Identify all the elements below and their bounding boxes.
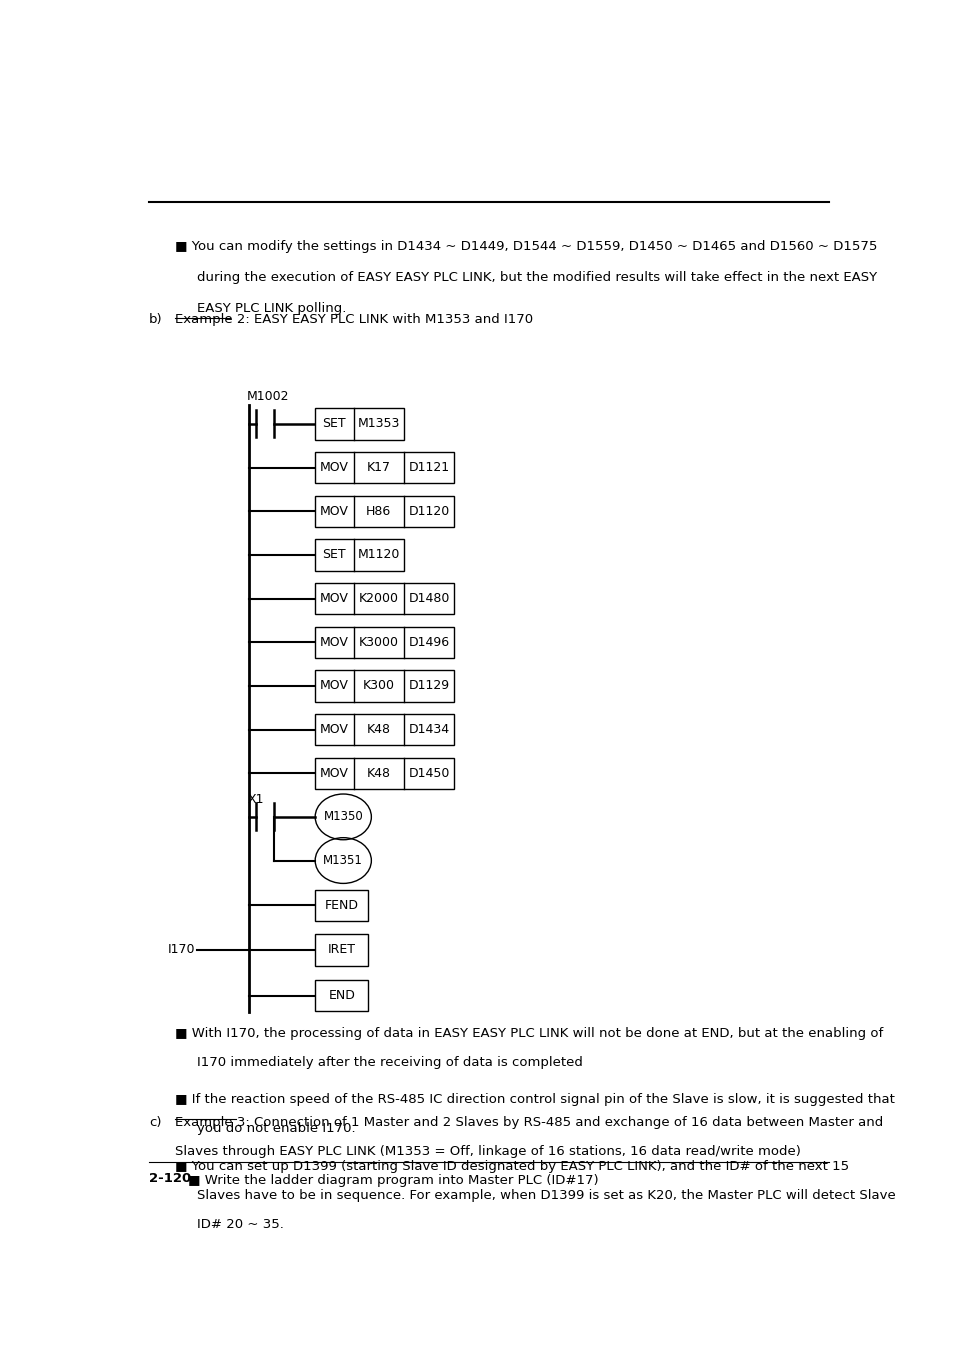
Text: MOV: MOV [319, 593, 349, 605]
Text: D1434: D1434 [408, 724, 449, 736]
Text: MOV: MOV [319, 679, 349, 693]
Bar [314, 890, 368, 921]
Text: D1450: D1450 [408, 767, 449, 780]
Text: 2-120: 2-120 [149, 1172, 191, 1185]
Text: D1121: D1121 [408, 462, 449, 474]
Text: MOV: MOV [319, 636, 349, 649]
Bar [314, 980, 368, 1011]
Bar [314, 408, 403, 440]
Text: ■ If the reaction speed of the RS-485 IC direction control signal pin of the Sla: ■ If the reaction speed of the RS-485 IC… [174, 1094, 894, 1107]
Text: I170: I170 [167, 944, 194, 956]
Bar [314, 934, 368, 965]
Text: I170 immediately after the receiving of data is completed: I170 immediately after the receiving of … [196, 1056, 582, 1069]
Text: SET: SET [322, 548, 346, 562]
Text: ■ Write the ladder diagram program into Master PLC (ID#17): ■ Write the ladder diagram program into … [188, 1174, 598, 1188]
Bar [314, 671, 454, 702]
Bar [314, 540, 403, 571]
Text: FEND: FEND [324, 899, 358, 911]
Bar [314, 626, 454, 657]
Text: ID# 20 ~ 35.: ID# 20 ~ 35. [196, 1218, 283, 1231]
Text: M1120: M1120 [357, 548, 399, 562]
Text: Slaves have to be in sequence. For example, when D1399 is set as K20, the Master: Slaves have to be in sequence. For examp… [196, 1189, 895, 1202]
Text: M1002: M1002 [247, 390, 290, 404]
Text: D1120: D1120 [408, 505, 449, 518]
Text: MOV: MOV [319, 767, 349, 780]
Text: EASY PLC LINK polling.: EASY PLC LINK polling. [196, 302, 346, 316]
Text: ■ You can modify the settings in D1434 ~ D1449, D1544 ~ D1559, D1450 ~ D1465 and: ■ You can modify the settings in D1434 ~… [174, 240, 876, 252]
Bar [314, 452, 454, 483]
Text: MOV: MOV [319, 505, 349, 518]
Text: K300: K300 [362, 679, 395, 693]
Text: END: END [328, 990, 355, 1002]
Text: Slaves through EASY PLC LINK (M1353 = Off, linkage of 16 stations, 16 data read/: Slaves through EASY PLC LINK (M1353 = Of… [174, 1145, 800, 1158]
Text: during the execution of EASY EASY PLC LINK, but the modified results will take e: during the execution of EASY EASY PLC LI… [196, 271, 876, 284]
Text: K2000: K2000 [358, 593, 398, 605]
Bar [314, 714, 454, 745]
Text: MOV: MOV [319, 724, 349, 736]
Text: Example 2: EASY EASY PLC LINK with M1353 and I170: Example 2: EASY EASY PLC LINK with M1353… [174, 313, 533, 325]
Text: K48: K48 [366, 724, 391, 736]
Bar [314, 495, 454, 526]
Text: MOV: MOV [319, 462, 349, 474]
Text: M1350: M1350 [323, 810, 363, 824]
Bar [314, 757, 454, 788]
Bar [314, 583, 454, 614]
Text: K3000: K3000 [358, 636, 398, 649]
Text: K48: K48 [366, 767, 391, 780]
Text: D1496: D1496 [408, 636, 449, 649]
Text: SET: SET [322, 417, 346, 431]
Text: b): b) [149, 313, 162, 325]
Text: you do not enable I170.: you do not enable I170. [196, 1122, 355, 1135]
Text: M1351: M1351 [323, 855, 363, 867]
Text: ■ With I170, the processing of data in EASY EASY PLC LINK will not be done at EN: ■ With I170, the processing of data in E… [174, 1027, 882, 1040]
Text: K17: K17 [366, 462, 391, 474]
Text: M1353: M1353 [357, 417, 399, 431]
Text: ■ You can set up D1399 (starting Slave ID designated by EASY PLC LINK), and the : ■ You can set up D1399 (starting Slave I… [174, 1160, 848, 1173]
Text: H86: H86 [366, 505, 391, 518]
Text: IRET: IRET [328, 944, 355, 956]
Text: c): c) [149, 1116, 161, 1129]
Text: D1480: D1480 [408, 593, 449, 605]
Text: D1129: D1129 [408, 679, 449, 693]
Text: Example 3: Connection of 1 Master and 2 Slaves by RS-485 and exchange of 16 data: Example 3: Connection of 1 Master and 2 … [174, 1116, 882, 1129]
Text: X1: X1 [247, 794, 263, 806]
